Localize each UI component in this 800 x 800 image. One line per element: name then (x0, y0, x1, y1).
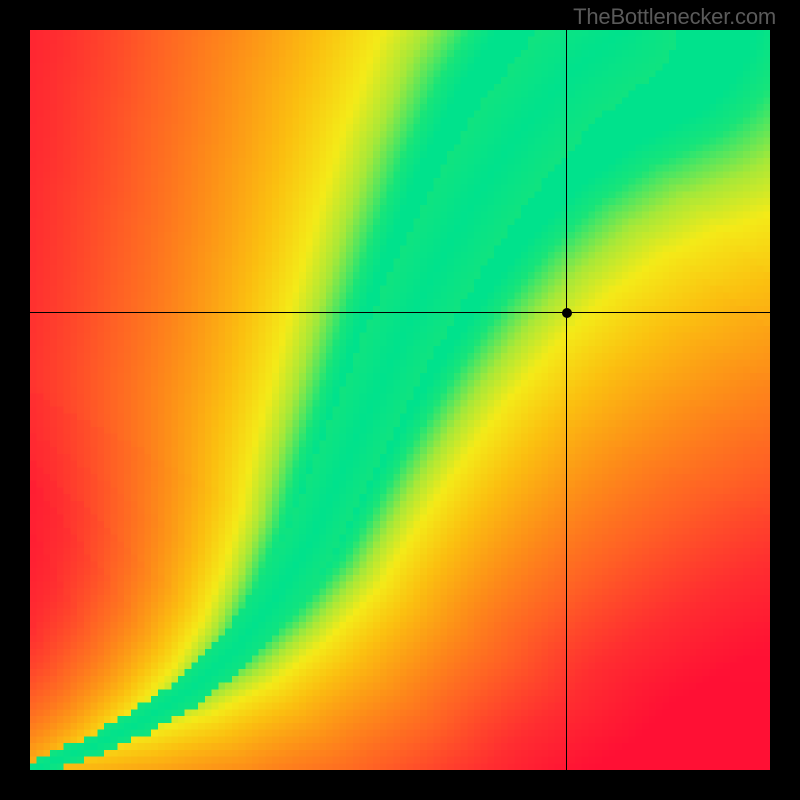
crosshair-vertical (566, 30, 568, 770)
heatmap-canvas (30, 30, 770, 770)
heatmap-plot (30, 30, 770, 770)
crosshair-horizontal (30, 312, 770, 314)
watermark-text: TheBottlenecker.com (573, 4, 776, 30)
crosshair-marker (562, 308, 572, 318)
